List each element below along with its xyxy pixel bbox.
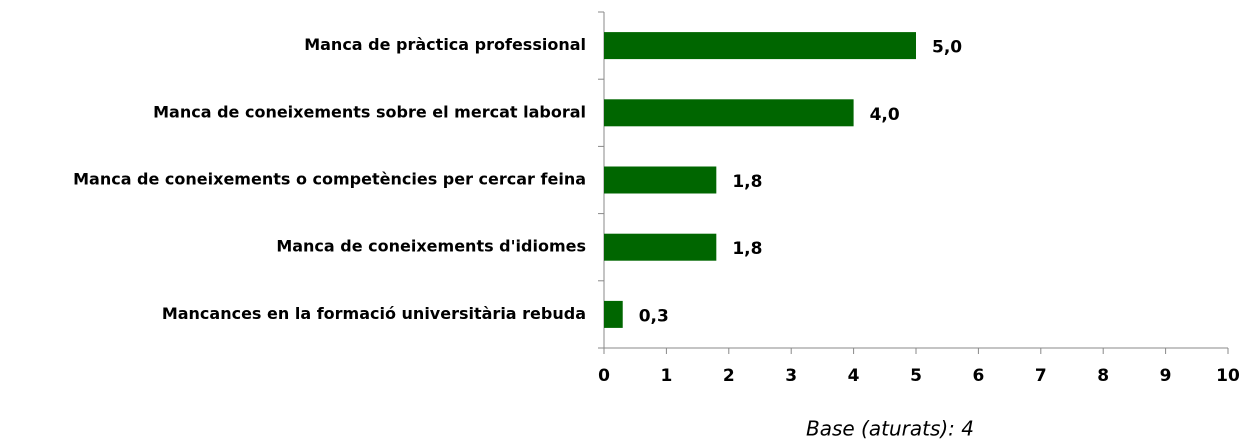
x-tick-label: 6 (972, 366, 984, 386)
bar (604, 233, 717, 261)
value-label: 4,0 (870, 105, 900, 125)
x-tick-label: 9 (1160, 366, 1172, 386)
x-tick-label: 3 (785, 366, 797, 386)
bar (604, 300, 623, 328)
value-label: 5,0 (932, 38, 962, 58)
category-label: Manca de coneixements o competències per… (73, 170, 586, 189)
bar (604, 99, 854, 127)
x-tick-label: 7 (1035, 366, 1047, 386)
x-tick-label: 2 (723, 366, 735, 386)
value-label: 0,3 (639, 306, 669, 326)
category-label: Mancances en la formació universitària r… (162, 304, 586, 323)
category-label: Manca de pràctica professional (304, 35, 586, 54)
x-tick-label: 10 (1216, 366, 1240, 386)
x-tick-label: 8 (1097, 366, 1109, 386)
category-label: Manca de coneixements sobre el mercat la… (153, 102, 586, 121)
bar (604, 166, 717, 194)
category-label: Manca de coneixements d'idiomes (276, 237, 586, 256)
value-label: 1,8 (732, 172, 762, 192)
bar (604, 32, 916, 60)
value-label: 1,8 (732, 239, 762, 259)
x-tick-label: 1 (660, 366, 672, 386)
annotation: Base (aturats): 4 (806, 417, 974, 441)
x-tick-label: 0 (598, 366, 610, 386)
x-tick-label: 5 (910, 366, 922, 386)
x-tick-label: 4 (848, 366, 860, 386)
